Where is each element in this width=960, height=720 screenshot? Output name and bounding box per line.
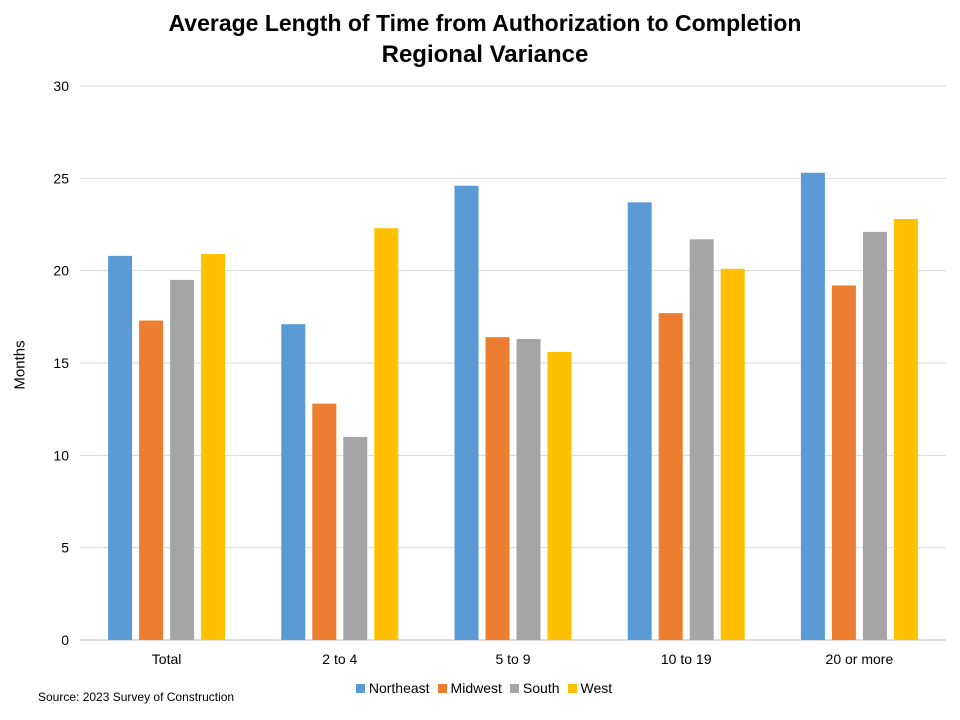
y-tick-label: 10 <box>53 447 69 463</box>
bar-northeast <box>454 185 479 640</box>
bar-northeast <box>108 255 133 641</box>
bar-south <box>343 436 368 640</box>
bar-northeast <box>281 324 306 640</box>
legend-item: South <box>509 680 560 696</box>
legend-label: West <box>580 680 613 696</box>
y-tick-label: 5 <box>61 540 69 556</box>
legend-swatch <box>355 683 365 693</box>
legend-swatch <box>437 683 447 693</box>
y-tick-label: 15 <box>53 355 69 371</box>
bar-northeast <box>800 172 825 640</box>
legend: Northeast Midwest South West <box>0 680 960 696</box>
bar-midwest <box>658 313 683 640</box>
bar-west <box>547 351 572 640</box>
bar-midwest <box>139 320 164 640</box>
chart-title: Average Length of Time from Authorizatio… <box>168 10 802 36</box>
legend-label: Midwest <box>450 680 502 696</box>
x-tick-label: 5 to 9 <box>495 651 530 667</box>
legend-swatch <box>509 683 519 693</box>
y-tick-label: 25 <box>53 170 69 186</box>
bar-west <box>374 228 399 640</box>
bar-south <box>516 338 541 640</box>
legend-label: Northeast <box>368 680 430 696</box>
y-tick-label: 20 <box>53 263 69 279</box>
x-tick-label: 2 to 4 <box>322 651 357 667</box>
bar-northeast <box>627 202 652 640</box>
legend-item: West <box>567 680 613 696</box>
bar-south <box>689 239 714 641</box>
bar-south <box>170 279 195 640</box>
legend-label: South <box>522 680 560 696</box>
y-axis-label: Months <box>11 340 29 390</box>
bar-midwest <box>485 337 510 640</box>
legend-swatch <box>567 683 577 693</box>
x-tick-label: Total <box>152 651 182 667</box>
source-note: Source: 2023 Survey of Construction <box>38 690 235 704</box>
x-tick-label: 20 or more <box>826 651 894 667</box>
legend-item: Northeast <box>355 680 430 696</box>
plot-area: 0 5 10 15 20 25 30 Total 2 to 4 5 to 9 10 to 19 20 … <box>53 78 946 667</box>
legend-item: Midwest <box>437 680 502 696</box>
y-tick-label: 0 <box>61 632 69 648</box>
bar-south <box>862 231 887 641</box>
bar-west <box>201 254 226 640</box>
chart-subtitle: Regional Variance <box>381 41 589 68</box>
y-tick-label: 30 <box>53 78 69 94</box>
bar-midwest <box>831 285 856 640</box>
bar-midwest <box>312 403 337 640</box>
x-tick-label: 10 to 19 <box>661 651 712 667</box>
bar-west <box>893 218 918 640</box>
bar-west <box>720 268 745 640</box>
